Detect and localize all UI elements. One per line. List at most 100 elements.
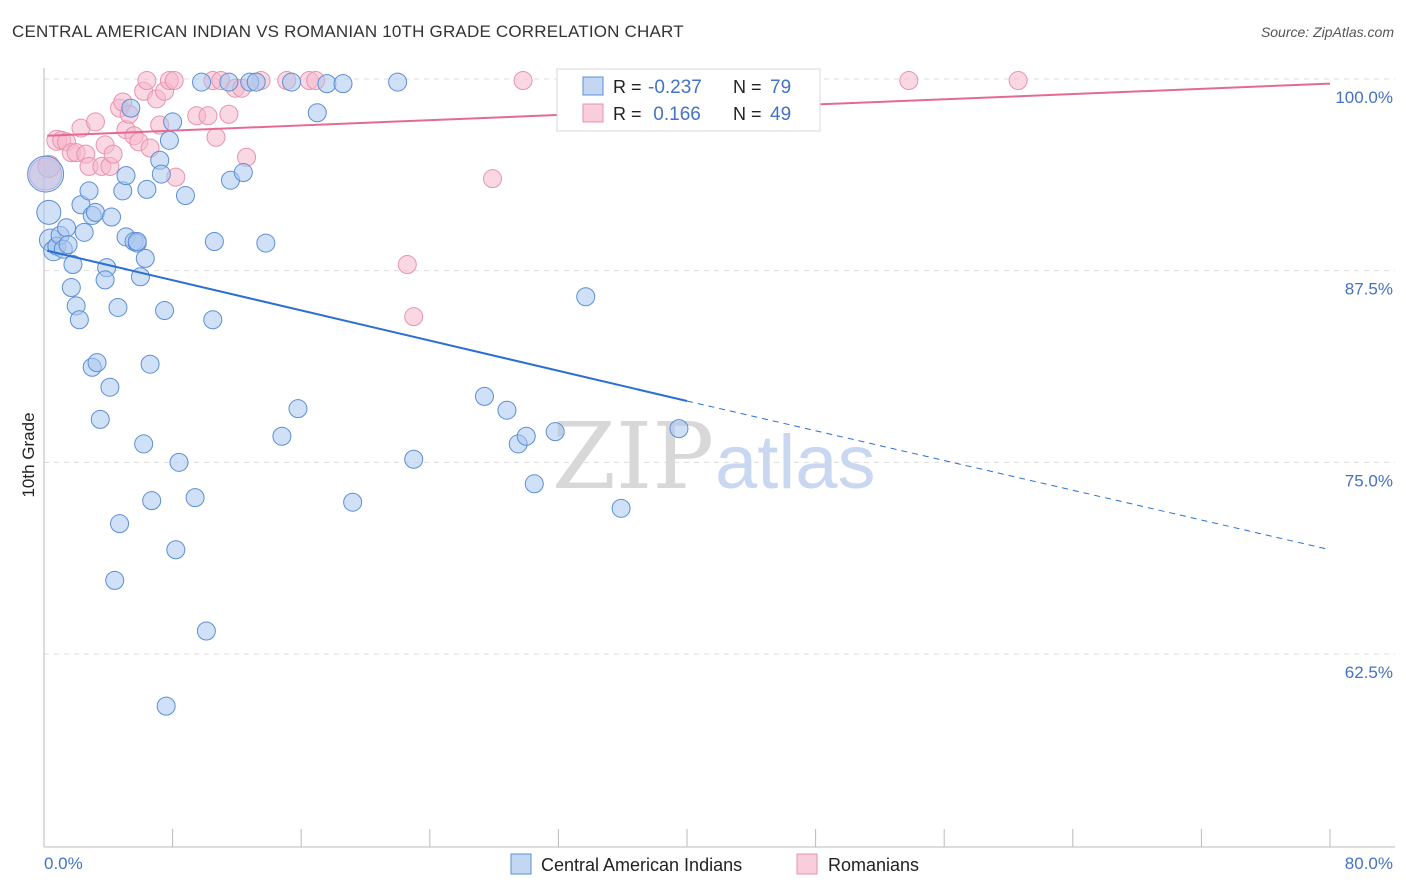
data-point-central-american-indians: [127, 232, 147, 252]
series-legend-label-pink: Romanians: [828, 855, 919, 875]
x-tick-label-max: 80.0%: [1345, 854, 1393, 873]
watermark: ZIP atlas: [552, 403, 876, 510]
y-axis-label: 10th Grade: [19, 412, 38, 497]
data-point-central-american-indians: [474, 386, 494, 406]
series-legend-label-blue: Central American Indians: [541, 855, 742, 875]
data-point-central-american-indians: [166, 540, 186, 560]
legend-r-label-blue: R =: [613, 77, 642, 97]
data-point-central-american-indians: [233, 163, 253, 183]
data-point-romanians: [899, 71, 919, 91]
correlation-legend: R = -0.237 N = 79 R = 0.166 N = 49: [556, 68, 821, 132]
data-point-central-american-indians: [87, 353, 107, 373]
data-point-central-american-indians: [121, 98, 141, 118]
legend-n-value-pink: 49: [770, 104, 791, 125]
data-point-central-american-indians: [110, 514, 130, 534]
data-point-romanians: [85, 112, 105, 132]
data-point-central-american-indians: [516, 426, 536, 446]
data-point-central-american-indians: [169, 452, 189, 472]
data-point-central-american-indians: [163, 112, 183, 132]
data-point-romanians: [1008, 71, 1028, 91]
data-point-central-american-indians: [85, 202, 105, 222]
data-point-central-american-indians: [192, 72, 212, 92]
data-point-central-american-indians: [61, 278, 81, 298]
data-point-romanians: [397, 255, 417, 275]
data-point-central-american-indians: [142, 491, 162, 511]
data-point-central-american-indians: [137, 179, 157, 199]
data-point-central-american-indians: [288, 399, 308, 419]
x-tick-labels: 0.0% 80.0%: [44, 854, 1393, 873]
y-tick-labels: 62.5% 75.0% 87.5% 100.0%: [1335, 88, 1393, 682]
data-point-romanians: [198, 106, 218, 126]
legend-r-label-pink: R =: [613, 104, 642, 124]
trend-line-central-american-indians: [46, 249, 688, 402]
data-point-central-american-indians: [155, 301, 175, 321]
series-legend: Central American Indians Romanians: [510, 853, 919, 875]
data-point-central-american-indians: [69, 310, 89, 330]
legend-swatch-pink: [582, 103, 604, 123]
data-point-central-american-indians: [102, 207, 122, 227]
data-point-central-american-indians: [57, 218, 77, 238]
data-point-central-american-indians: [90, 409, 110, 429]
data-point-central-american-indians: [159, 130, 179, 150]
series-legend-swatch-pink: [796, 853, 818, 875]
data-point-central-american-indians: [79, 181, 99, 201]
data-point-romanians: [219, 104, 239, 124]
data-point-central-american-indians: [196, 621, 216, 641]
data-point-central-american-indians: [36, 199, 62, 225]
axes: [43, 68, 1395, 848]
data-point-central-american-indians: [74, 222, 94, 242]
data-point-central-american-indians: [343, 492, 363, 512]
data-point-central-american-indians: [113, 181, 133, 201]
data-point-central-american-indians: [669, 419, 689, 439]
data-point-central-american-indians: [317, 74, 337, 94]
legend-n-value-blue: 79: [770, 77, 791, 98]
data-point-romanians: [137, 71, 157, 91]
data-point-central-american-indians: [185, 488, 205, 508]
data-point-central-american-indians: [219, 72, 239, 92]
data-point-central-american-indians: [256, 233, 276, 253]
data-point-central-american-indians: [272, 426, 292, 446]
data-point-central-american-indians: [135, 248, 155, 268]
data-point-romanians: [103, 144, 123, 164]
data-point-central-american-indians: [333, 74, 353, 94]
legend-swatch-blue: [582, 76, 604, 96]
data-point-central-american-indians: [203, 310, 223, 330]
data-point-central-american-indians: [175, 186, 195, 206]
data-point-central-american-indians: [611, 498, 631, 518]
source-credit: Source: ZipAtlas.com: [1260, 24, 1394, 40]
series-legend-swatch-blue: [510, 853, 532, 875]
data-point-central-american-indians: [140, 354, 160, 374]
data-point-romanians: [237, 147, 257, 167]
data-point-central-american-indians: [95, 270, 115, 290]
data-point-romanians: [164, 71, 184, 91]
data-point-romanians: [404, 307, 424, 327]
y-tick-label: 75.0%: [1345, 471, 1393, 490]
y-tick-label: 100.0%: [1335, 88, 1393, 107]
chart-title: CENTRAL AMERICAN INDIAN VS ROMANIAN 10TH…: [12, 22, 684, 41]
data-point-central-american-indians: [134, 434, 154, 454]
data-point-central-american-indians: [307, 103, 327, 123]
y-tick-label: 87.5%: [1345, 280, 1393, 299]
data-point-central-american-indians: [282, 72, 302, 92]
y-tick-label: 62.5%: [1345, 663, 1393, 682]
data-point-central-american-indians: [246, 72, 266, 92]
data-point-central-american-indians: [404, 449, 424, 469]
data-point-central-american-indians: [58, 235, 78, 255]
data-point-central-american-indians: [545, 422, 565, 442]
data-point-central-american-indians: [105, 570, 125, 590]
watermark-zip: ZIP: [552, 403, 714, 510]
legend-r-value-pink: 0.166: [648, 104, 701, 125]
data-point-central-american-indians: [388, 72, 408, 92]
watermark-atlas: atlas: [715, 420, 876, 505]
data-point-central-american-indians: [151, 164, 171, 184]
data-point-central-american-indians: [116, 166, 136, 186]
data-point-central-american-indians: [108, 297, 128, 317]
data-point-romanians: [513, 71, 533, 91]
data-point-central-american-indians: [156, 696, 176, 716]
data-point-central-american-indians: [204, 232, 224, 252]
data-point-central-american-indians: [63, 255, 83, 275]
x-tick-label-min: 0.0%: [44, 854, 83, 873]
data-point-romanians: [482, 169, 502, 189]
legend-r-value-blue: -0.237: [648, 77, 702, 98]
